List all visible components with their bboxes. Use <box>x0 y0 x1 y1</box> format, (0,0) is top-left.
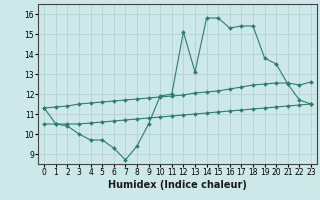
X-axis label: Humidex (Indice chaleur): Humidex (Indice chaleur) <box>108 180 247 190</box>
